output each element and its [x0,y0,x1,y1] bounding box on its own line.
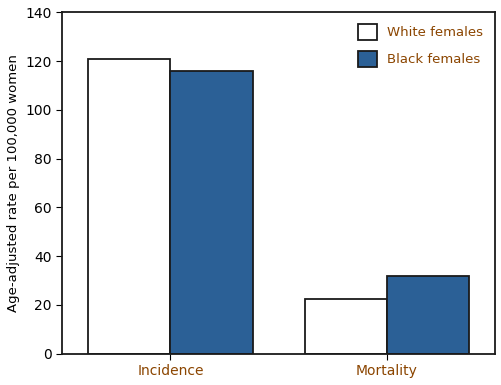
Bar [88,59,170,354]
Bar [170,71,252,354]
Legend: White females, Black females: White females, Black females [352,19,487,72]
Bar [304,299,386,354]
Y-axis label: Age-adjusted rate per 100,000 women: Age-adjusted rate per 100,000 women [7,54,20,312]
Bar [386,276,468,354]
